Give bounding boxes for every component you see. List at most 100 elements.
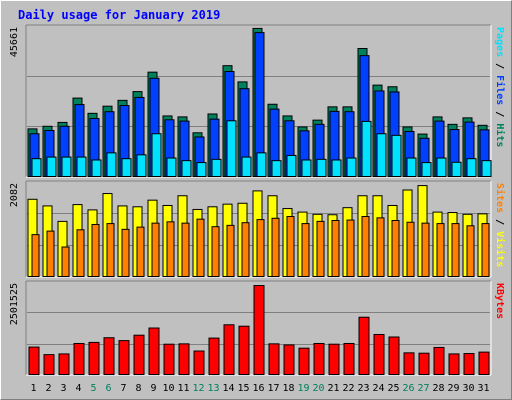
kbytes-bar [283,344,295,375]
kbytes-bar [328,343,340,376]
kbytes-bar [28,346,40,375]
pages-bar [256,152,267,177]
x-tick-label: 8 [135,383,141,394]
sites-bar [466,225,475,277]
kbytes-bar [148,327,160,376]
x-tick-label: 12 [192,383,204,394]
sites-bar [121,228,130,278]
sites-bar [316,220,325,278]
x-tick-label: 4 [75,383,81,394]
sites-bar [196,218,205,277]
pages-bar [226,120,237,177]
pages-bar [76,156,87,177]
pages-bar [376,133,387,178]
sites-bar [76,229,85,277]
sites-bar [481,223,490,278]
x-tick-label: 24 [372,383,384,394]
kbytes-bar [73,342,85,375]
kbytes-bar [193,350,205,375]
kbytes-bar [478,351,490,375]
legend-sites: Sites [494,183,506,213]
x-tick-label: 19 [297,383,309,394]
legend-visits: Visits [494,231,506,267]
x-tick-label: 2 [45,383,51,394]
x-tick-label: 11 [177,383,189,394]
x-tick-label: 26 [402,383,414,394]
legend-hits: Hits [494,123,506,147]
x-tick-label: 9 [150,383,156,394]
pages-bar [286,154,297,177]
x-tick-label: 10 [162,383,174,394]
kbytes-bar [343,342,355,375]
kbytes-bar [358,316,370,375]
kbytes-bar [88,341,100,375]
legend-pages: Pages [494,27,505,57]
legend-separator: / [494,213,505,231]
sites-bar [46,230,55,278]
x-tick-label: 29 [447,383,459,394]
x-tick-label: 30 [462,383,474,394]
visits-legend: Sites / Visits [494,183,506,267]
sites-bar [301,223,310,278]
x-tick-label: 13 [207,383,219,394]
sites-bar [391,219,400,277]
kbytes-bar [313,342,325,375]
pages-bar [436,157,447,178]
pages-bar [241,156,252,177]
pages-bar [466,158,477,178]
pages-bar [331,159,342,178]
pages-bar [211,158,222,178]
pages-bar [421,162,432,177]
sites-bar [271,217,280,277]
kbytes-bar [118,340,130,375]
x-tick-label: 20 [312,383,324,394]
hits-ymax-label: 45661 [9,27,20,57]
pages-bar [391,134,402,178]
x-tick-label: 1 [30,383,36,394]
x-tick-label: 21 [327,383,339,394]
legend-separator: / [494,57,505,75]
pages-bar [181,160,192,178]
pages-bar [196,162,207,177]
sites-bar [136,226,145,278]
pages-bar [121,158,132,178]
kbytes-bar [433,346,445,375]
pages-bar [406,157,417,178]
pages-bar [151,133,162,178]
kbytes-bar [448,353,460,376]
sites-bar [361,216,370,277]
sites-bar [286,216,295,277]
sites-bar [226,224,235,278]
kbytes-legend: KBytes [494,283,505,319]
sites-bar [256,219,265,278]
pages-bar [91,159,102,178]
kbytes-bar [208,337,220,375]
kbytes-bar [298,347,310,375]
chart-title: Daily usage for January 2019 [18,8,220,22]
x-tick-label: 27 [417,383,429,394]
sites-bar [211,226,220,277]
pages-bar [46,156,57,177]
sites-bar [421,222,430,278]
x-tick-label: 6 [105,383,111,394]
pages-bar [346,157,357,178]
kbytes-bar [133,334,145,376]
x-tick-label: 3 [60,383,66,394]
pages-bar [106,152,117,177]
pages-bar [136,154,147,177]
sites-bar [406,221,415,277]
pages-bar [301,159,312,178]
sites-bar [451,223,460,278]
sites-bar [61,246,70,277]
legend-files: Files [494,75,506,105]
kbytes-bar [103,337,115,376]
pages-bar [31,158,42,178]
sites-bar [31,234,40,278]
legend-separator: / [494,105,505,123]
x-tick-label: 7 [120,383,126,394]
sites-bar [436,223,445,278]
kbytes-bar [373,333,385,375]
kbytes-ymax-label: 2501525 [9,283,20,325]
pages-bar [316,158,327,178]
